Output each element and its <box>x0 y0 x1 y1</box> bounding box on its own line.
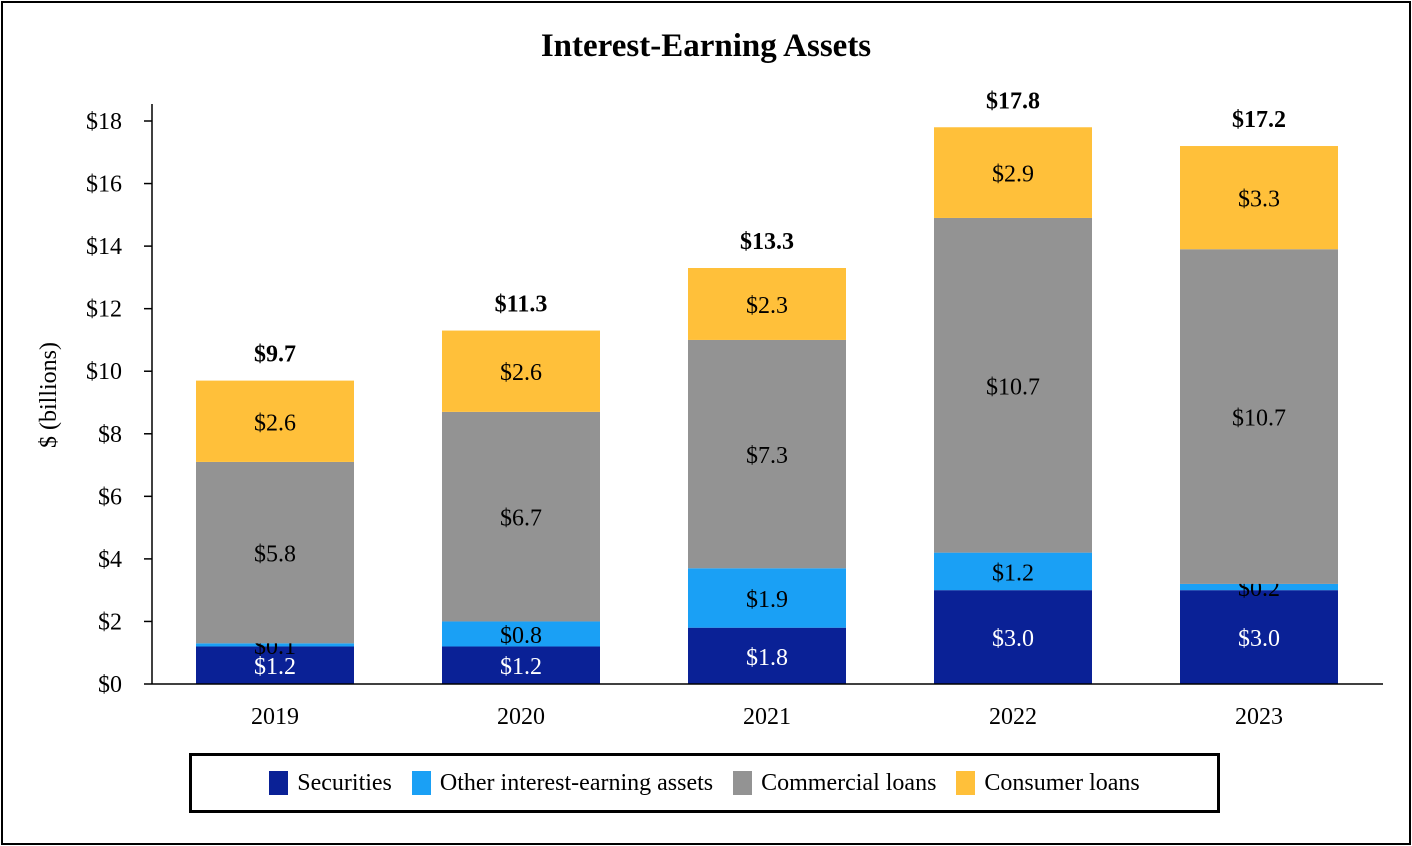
bar-segment <box>934 552 1092 591</box>
legend-label: Commercial loans <box>761 769 937 796</box>
bar-segment <box>688 339 846 569</box>
data-label: $1.9 <box>746 587 788 613</box>
data-label: $2.6 <box>500 360 542 386</box>
bar-segment <box>442 411 600 622</box>
data-label: $10.7 <box>986 374 1040 400</box>
x-tick-label: 2023 <box>1235 704 1283 730</box>
y-tick-label: $10 <box>86 359 122 385</box>
bar-segment <box>934 590 1092 684</box>
y-axis-label: $ (billions) <box>36 342 62 448</box>
bar-segment <box>934 127 1092 218</box>
data-label: $2.9 <box>992 162 1034 188</box>
bar-segment <box>934 217 1092 553</box>
legend-swatch <box>269 771 289 795</box>
legend-item: Commercial loans <box>733 770 936 797</box>
bar-segment <box>1180 146 1338 250</box>
data-label: $3.3 <box>1238 187 1280 213</box>
data-label: $3.0 <box>992 626 1034 652</box>
bars: $1.2$0.1$5.8$2.6$9.7$1.2$0.8$6.7$2.6$11.… <box>196 88 1338 684</box>
data-label: $2.6 <box>254 410 296 436</box>
data-label: $0.8 <box>500 623 542 649</box>
bar-segment <box>688 568 846 628</box>
total-label: $11.3 <box>495 292 548 318</box>
data-label: $7.3 <box>746 443 788 469</box>
legend-swatch <box>733 771 753 795</box>
chart-title: Interest-Earning Assets <box>540 28 872 64</box>
legend-item: Securities <box>269 770 392 797</box>
bar-segment <box>1180 249 1338 584</box>
legend: Securities Other interest-earning assets C… <box>189 753 1220 813</box>
total-label: $17.8 <box>986 88 1040 114</box>
bar-segment <box>1180 583 1338 591</box>
data-label: $1.2 <box>500 654 542 680</box>
data-label: $3.0 <box>1238 626 1280 652</box>
legend-swatch <box>411 771 431 795</box>
y-tick-label: $2 <box>98 609 122 635</box>
data-label: $5.8 <box>254 542 296 568</box>
legend-label: Securities <box>297 769 392 796</box>
x-tick-label: 2022 <box>989 704 1037 730</box>
x-tick-label: 2021 <box>743 704 791 730</box>
bar-segment <box>196 461 354 644</box>
x-tick-label: 2019 <box>251 704 299 730</box>
legend-swatch <box>956 771 976 795</box>
data-label: $1.2 <box>992 560 1034 586</box>
bar-segment <box>196 646 354 684</box>
bar-segment <box>442 621 600 647</box>
bar-segment <box>442 330 600 412</box>
data-label: $1.8 <box>746 645 788 671</box>
data-label: $2.3 <box>746 293 788 319</box>
x-axis: 2019 2020 2021 2022 2023 <box>152 683 1383 730</box>
x-tick-label: 2020 <box>497 704 545 730</box>
legend-item: Consumer loans <box>956 769 1140 797</box>
y-tick-label: $16 <box>86 172 122 198</box>
y-axis: $0 $2 $4 $6 $8 $10 $12 $14 $16 $18 <box>86 104 153 698</box>
total-label: $13.3 <box>740 229 794 255</box>
y-tick-label: $12 <box>86 297 122 323</box>
data-label: $6.7 <box>500 506 542 532</box>
bar-segment <box>442 646 600 684</box>
total-label: $17.2 <box>1232 107 1286 133</box>
y-tick-label: $14 <box>86 234 122 260</box>
legend-item: Other interest-earning assets <box>411 769 714 797</box>
y-tick-label: $4 <box>98 547 122 573</box>
bar-segment <box>688 268 846 340</box>
total-label: $9.7 <box>254 342 296 368</box>
y-tick-label: $8 <box>98 422 122 448</box>
legend-label: Consumer loans <box>984 769 1140 796</box>
bar-segment <box>1180 590 1338 684</box>
bar-segment <box>196 380 354 462</box>
y-tick-label: $6 <box>98 484 122 510</box>
bar-segment <box>196 643 354 647</box>
legend-label: Other interest-earning assets <box>439 769 714 796</box>
bar-segment <box>688 627 846 684</box>
y-tick-label: $18 <box>86 109 122 135</box>
data-label: $10.7 <box>1232 406 1286 432</box>
data-label: $1.2 <box>254 654 296 680</box>
y-tick-label: $0 <box>98 672 122 698</box>
